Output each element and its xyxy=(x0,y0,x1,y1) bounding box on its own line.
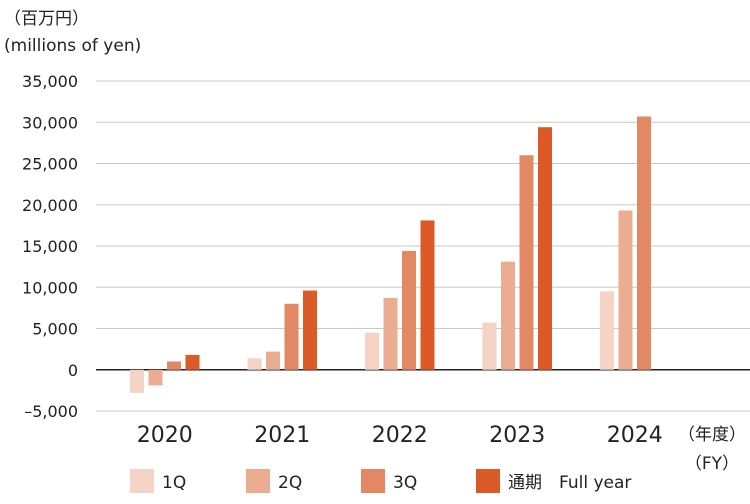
bar-2022-2Q xyxy=(383,297,398,370)
bar-2023-2Q xyxy=(501,261,515,370)
legend-swatch xyxy=(476,469,500,493)
y-tick-label: 30,000 xyxy=(22,113,78,132)
unit-label-en: (millions of yen) xyxy=(4,36,141,56)
bar-2021-通期 Full year xyxy=(303,290,317,370)
bar-2021-1Q xyxy=(247,358,262,370)
y-axis-ticks: –5,000 0 5,000 10,000 15,000 20,000 25,000 30,0… xyxy=(22,72,78,421)
legend-swatch xyxy=(361,469,385,493)
bar-2022-通期 Full year xyxy=(420,220,435,370)
bar-2022-3Q xyxy=(402,250,416,370)
bar-2020-通期 Full year xyxy=(185,354,200,370)
bar-2021-2Q xyxy=(266,351,280,370)
y-tick-label: 25,000 xyxy=(22,155,78,174)
x-unit-label-en: （FY） xyxy=(685,454,739,474)
x-tick-label: 2021 xyxy=(254,423,310,448)
legend-label: 3Q xyxy=(393,473,417,493)
legend-swatch xyxy=(246,469,270,493)
y-tick-label: 0 xyxy=(68,361,78,380)
bar-2024-1Q xyxy=(600,291,614,370)
y-tick-label: 10,000 xyxy=(22,278,78,297)
y-tick-label: 15,000 xyxy=(22,237,78,256)
legend: 1Q 2Q 3Q 通期 Full year xyxy=(130,469,631,493)
bar-2021-3Q xyxy=(284,303,299,370)
bar-2020-1Q xyxy=(130,369,144,393)
x-tick-label: 2023 xyxy=(489,423,545,448)
x-unit-label-ja: （年度） xyxy=(678,425,746,445)
legend-swatch xyxy=(130,469,154,493)
bar-2024-2Q xyxy=(618,210,633,370)
y-tick-label: 35,000 xyxy=(22,72,78,91)
bar-2023-通期 Full year xyxy=(538,127,552,370)
legend-label: 通期 Full year xyxy=(508,473,631,493)
bar-2023-1Q xyxy=(482,322,497,370)
bar-2023-3Q xyxy=(519,155,534,370)
bar-2022-1Q xyxy=(365,332,379,370)
legend-label: 2Q xyxy=(278,473,302,493)
x-axis-ticks: 2020 2021 2022 2023 2024 xyxy=(137,423,663,448)
bar-2024-3Q xyxy=(637,116,651,370)
x-tick-label: 2024 xyxy=(607,423,663,448)
y-tick-label: 5,000 xyxy=(32,320,78,339)
bars xyxy=(130,116,651,393)
legend-label: 1Q xyxy=(162,473,186,493)
y-tick-label: 20,000 xyxy=(22,196,78,215)
unit-label-ja: （百万円） xyxy=(4,9,89,29)
x-tick-label: 2020 xyxy=(137,423,193,448)
bar-2020-2Q xyxy=(148,369,163,386)
x-tick-label: 2022 xyxy=(372,423,428,448)
bar-2020-3Q xyxy=(167,361,181,370)
y-tick-label: –5,000 xyxy=(24,402,78,421)
